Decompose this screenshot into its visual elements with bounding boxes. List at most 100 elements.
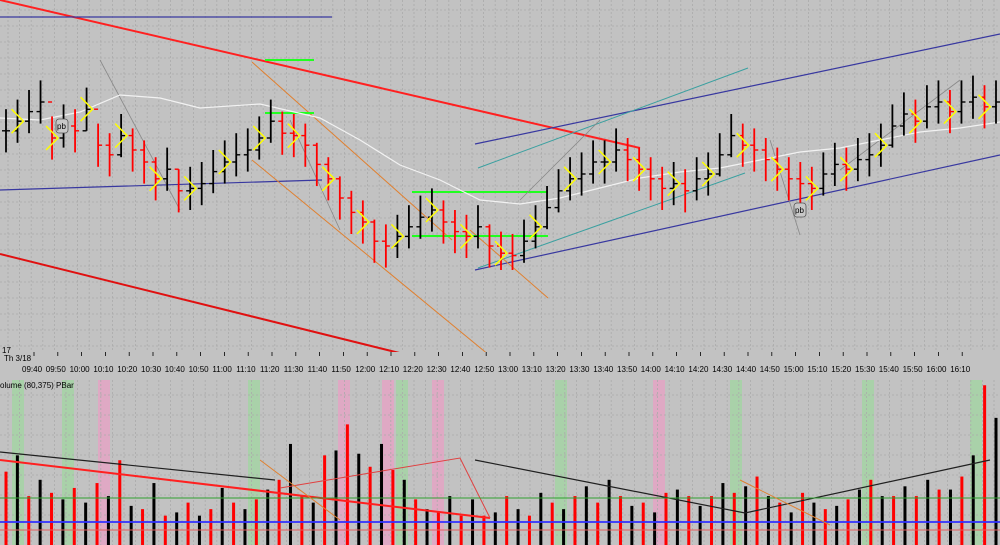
x-tick-label: 12:30	[427, 365, 448, 374]
x-tick-label: 14:30	[712, 365, 733, 374]
volume-bar	[960, 476, 964, 545]
volume-bar	[653, 512, 657, 545]
x-tick-label: 09:40	[22, 365, 43, 374]
highlight-marker	[494, 240, 509, 266]
x-tick-label: 14:20	[688, 365, 709, 374]
highlight-marker	[770, 156, 785, 182]
volume-band	[730, 380, 742, 545]
volume-bar	[698, 505, 702, 545]
volume-bar	[835, 505, 839, 545]
time-axis-background	[0, 352, 1000, 378]
volume-bar	[562, 509, 566, 545]
highlight-marker	[943, 99, 958, 125]
volume-bar	[903, 486, 907, 545]
volume-bar	[118, 460, 122, 545]
volume-bar	[857, 489, 861, 545]
volume-bar	[914, 496, 918, 545]
highlight-marker	[10, 108, 25, 134]
x-tick-label: 16:10	[950, 365, 971, 374]
volume-bar	[892, 496, 896, 545]
volume-bar	[493, 512, 497, 545]
trend-line	[839, 79, 961, 171]
x-tick-label: 13:20	[546, 365, 567, 374]
volume-bar	[823, 509, 827, 545]
volume-bar	[357, 453, 361, 545]
x-tick-label: 15:10	[807, 365, 828, 374]
volume-bar	[220, 487, 224, 545]
volume-bar	[243, 509, 247, 545]
x-tick-label: 11:00	[212, 365, 232, 374]
volume-band	[555, 380, 567, 545]
x-tick-label: 11:50	[331, 365, 351, 374]
volume-band	[62, 380, 74, 545]
highlight-marker	[45, 125, 60, 151]
volume-bar	[789, 512, 793, 545]
volume-bar	[732, 492, 736, 545]
volume-bar	[926, 479, 930, 545]
pullback-marker-label: pb	[795, 206, 804, 215]
x-tick-label: 14:00	[641, 365, 662, 374]
x-tick-label: 11:10	[236, 365, 256, 374]
volume-bar	[15, 455, 19, 545]
x-tick-label: 10:40	[165, 365, 186, 374]
volume-bar	[994, 417, 998, 545]
x-tick-label: 10:50	[189, 365, 210, 374]
pullback-marker-label: pb	[57, 122, 66, 131]
x-tick-label: 11:40	[308, 365, 328, 374]
highlight-marker	[390, 223, 405, 249]
x-tick-label: 12:50	[474, 365, 495, 374]
pullback-markers: pb pb	[55, 118, 807, 218]
volume-bar	[436, 512, 440, 545]
x-tick-label: 12:00	[355, 365, 376, 374]
date-label: Th 3/18	[4, 354, 32, 363]
volume-bar	[812, 502, 816, 545]
volume-overlay-line	[474, 459, 991, 514]
x-tick-label: 10:10	[93, 365, 114, 374]
x-tick-label: 10:00	[70, 365, 91, 374]
volume-bar	[618, 496, 622, 545]
volume-bar	[27, 496, 31, 545]
x-tick-label: 15:00	[784, 365, 805, 374]
highlight-marker	[114, 123, 129, 149]
volume-panel-background	[0, 378, 1000, 545]
highlight-marker	[632, 156, 647, 182]
highlight-marker	[736, 132, 750, 158]
trend-line	[0, 0, 641, 149]
trend-line	[769, 139, 801, 236]
x-tick-label: 11:20	[260, 365, 280, 374]
volume-bar	[880, 496, 884, 545]
volume-bar	[630, 505, 634, 545]
x-tick-label: 12:40	[450, 365, 471, 374]
x-tick-labels: 09:40 09:50 10:00 10:10 10:20 10:30 10:40 10:50…	[22, 352, 971, 374]
volume-bar	[675, 489, 679, 545]
volume-bar	[95, 483, 99, 545]
volume-bar	[277, 479, 281, 545]
x-tick-label: 09:50	[46, 365, 67, 374]
x-tick-label: 15:30	[855, 365, 876, 374]
highlight-marker	[149, 166, 163, 192]
volume-bar	[983, 385, 987, 545]
x-tick-label: 15:50	[903, 365, 924, 374]
time-axis: 17 Th 3/18 09:40 09:50 10:00 10:10 10:20 10:3…	[0, 346, 1000, 378]
trend-line	[474, 154, 1000, 271]
x-tick-label: 11:30	[284, 365, 304, 374]
volume-bar	[323, 455, 327, 545]
trend-line	[251, 61, 453, 241]
volume-bar	[687, 496, 691, 545]
price-panel-background	[0, 0, 1000, 352]
volume-bar	[778, 502, 782, 545]
volume-bar	[505, 496, 509, 545]
x-tick-label: 13:40	[593, 365, 614, 374]
volume-band	[432, 380, 444, 545]
volume-bar	[311, 502, 315, 545]
volume-bar	[141, 509, 145, 545]
volume-bar	[425, 509, 429, 545]
volume-bar	[50, 492, 54, 545]
highlight-marker	[977, 94, 992, 120]
highlight-marker	[425, 197, 439, 223]
volume-bar	[175, 512, 179, 545]
volume-overlay-line	[0, 451, 276, 481]
trend-line	[519, 119, 601, 201]
volume-band	[248, 380, 260, 545]
